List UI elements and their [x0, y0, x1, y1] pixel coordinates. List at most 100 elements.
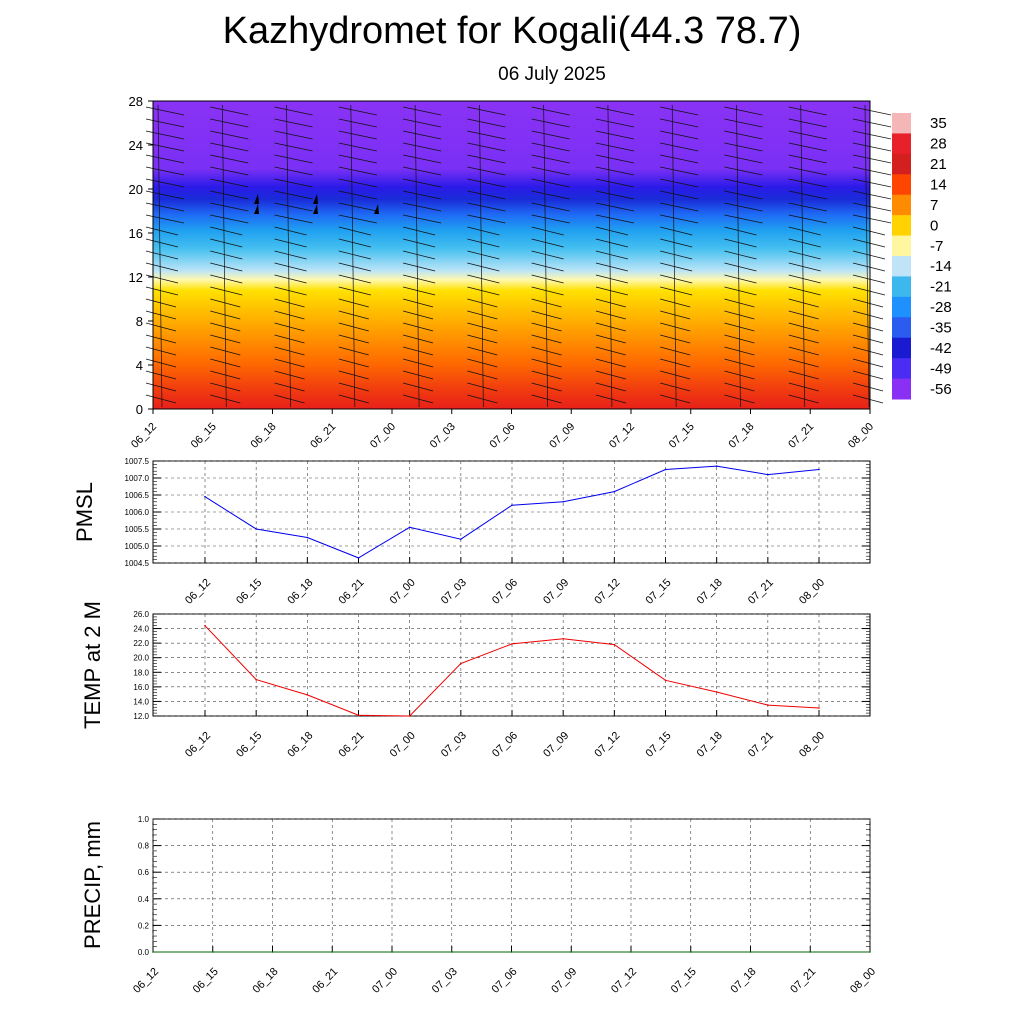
x-tick-label: 06_12	[183, 577, 213, 607]
wind-barb	[852, 274, 886, 284]
wind-barb	[403, 130, 442, 140]
temp-point	[613, 643, 616, 646]
wind-barb-staff	[414, 104, 420, 408]
y-tick-label: 1007.5	[125, 457, 150, 466]
wind-barb	[852, 166, 892, 176]
precip-point	[570, 951, 573, 953]
wind-barb	[145, 106, 185, 116]
colorbar-box	[892, 153, 911, 175]
wind-barb	[788, 214, 827, 224]
wind-barb	[210, 190, 249, 200]
wind-barb	[403, 166, 442, 176]
temp-frame	[152, 613, 871, 717]
wind-barb	[145, 178, 185, 188]
wind-barb	[403, 382, 434, 392]
wind-barb	[467, 358, 498, 368]
wind-pennant	[254, 194, 259, 204]
y-tick-label: 4	[136, 358, 143, 373]
wind-barb	[788, 226, 821, 236]
wind-barb	[595, 370, 626, 380]
wind-barb	[660, 190, 699, 200]
wind-barb	[274, 286, 307, 296]
wind-barb	[274, 358, 305, 368]
wind-barb	[210, 358, 241, 368]
x-tick-label: 07_21	[746, 577, 776, 607]
colorbar-box	[892, 256, 911, 277]
wind-barb	[595, 358, 626, 368]
x-tick-label: 07_21	[788, 966, 818, 996]
wind-barb	[403, 202, 442, 212]
wind-barb	[210, 238, 243, 248]
wind-barb	[660, 262, 693, 272]
wind-barb	[145, 142, 185, 152]
wind-barb	[724, 166, 763, 176]
wind-barb	[210, 214, 249, 224]
chart-subtitle: 06 July 2025	[498, 64, 606, 85]
wind-barb	[210, 118, 249, 128]
wind-barb-staff	[671, 104, 677, 408]
temp-point	[511, 643, 513, 645]
x-tick-label: 08_00	[797, 730, 827, 760]
y-tick-label: 1005.5	[125, 525, 150, 534]
pmsl-point	[562, 501, 564, 503]
x-tick-label: 07_21	[746, 730, 776, 760]
wind-barb	[595, 214, 634, 224]
wind-barb	[467, 238, 500, 248]
x-tick-label: 07_18	[729, 966, 759, 996]
wind-barb	[660, 358, 691, 368]
wind-barb	[145, 202, 185, 212]
wind-barb	[724, 154, 763, 164]
wind-barb	[595, 154, 634, 164]
wind-barb	[660, 250, 693, 260]
colorbar-box	[892, 235, 911, 257]
x-tick-label: 06_12	[131, 966, 161, 996]
wind-barb	[210, 178, 249, 188]
wind-barb	[788, 382, 819, 392]
wind-barb	[338, 130, 377, 140]
wind-barb	[531, 382, 562, 392]
wind-barb	[724, 262, 757, 272]
wind-barb	[531, 118, 570, 128]
wind-barb	[852, 130, 892, 140]
x-tick-label: 07_03	[439, 577, 469, 607]
wind-barb	[274, 238, 307, 248]
wind-barb	[852, 262, 886, 272]
wind-barb	[724, 190, 763, 200]
wind-barb	[531, 274, 564, 284]
pmsl-point	[255, 528, 257, 530]
wind-barb	[145, 382, 177, 392]
x-tick-label: 07_06	[490, 577, 520, 607]
wind-barb	[210, 262, 243, 272]
x-tick-label: 07_09	[549, 966, 579, 996]
precip-ylabel: PRECIP, mm	[80, 821, 105, 949]
wind-barb	[852, 250, 886, 260]
y-tick-label: 0.0	[138, 948, 150, 957]
wind-barb	[145, 274, 179, 284]
y-tick-label: 26.0	[133, 610, 149, 619]
x-tick-label: 06_18	[285, 730, 315, 760]
wind-barb	[531, 178, 570, 188]
wind-barb	[788, 178, 827, 188]
precip-point	[869, 951, 871, 953]
wind-barb	[531, 298, 562, 308]
x-tick-label: 06_12	[183, 730, 213, 760]
x-tick-label: 08_00	[848, 966, 878, 996]
wind-barb-staff	[350, 104, 356, 408]
wind-barb	[467, 250, 500, 260]
y-tick-label: 8	[136, 314, 143, 329]
wind-barb	[210, 166, 249, 176]
wind-barb	[660, 130, 699, 140]
x-tick-label: 07_15	[669, 966, 699, 996]
y-tick-label: 14.0	[133, 697, 149, 706]
wind-barb	[724, 130, 763, 140]
wind-barb	[274, 214, 313, 224]
wind-barb	[467, 286, 500, 296]
chart-title: Kazhydromet for Kogali(44.3 78.7)	[222, 10, 802, 52]
wind-barb	[724, 202, 763, 212]
wind-barb	[145, 118, 185, 128]
wind-barb	[788, 190, 827, 200]
colorbar-label: -28	[930, 299, 952, 316]
wind-barb	[467, 370, 498, 380]
wind-barb	[595, 166, 634, 176]
wind-barb	[788, 298, 819, 308]
